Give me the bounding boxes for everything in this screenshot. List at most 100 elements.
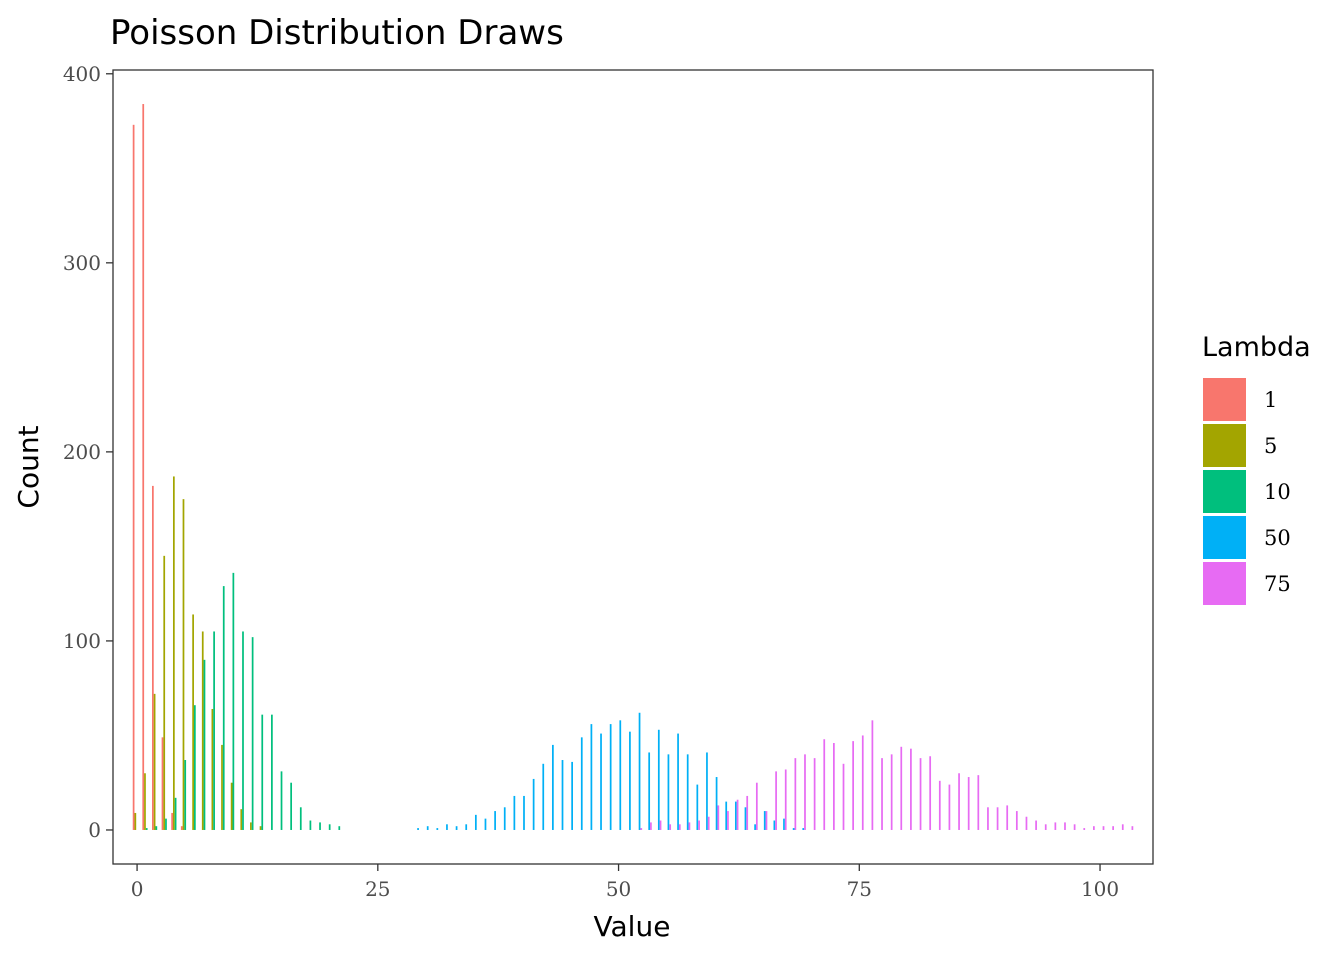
legend-key-10 (1203, 470, 1246, 513)
bar-lambda-1-value-0 (132, 124, 135, 830)
bar-lambda-50-value-33 (455, 826, 458, 830)
bar-lambda-75-value-103 (1131, 826, 1134, 830)
bar-lambda-50-value-56 (677, 733, 679, 830)
bar-lambda-10-value-20 (328, 824, 331, 830)
bar-lambda-1-value-1 (142, 104, 145, 830)
bars-layer (132, 104, 1134, 830)
bar-lambda-50-value-60 (715, 777, 718, 830)
bar-lambda-50-value-51 (629, 731, 631, 830)
bar-lambda-75-value-65 (765, 811, 768, 830)
bar-lambda-75-value-92 (1025, 816, 1028, 830)
bar-lambda-10-value-15 (280, 771, 283, 830)
bar-lambda-50-value-58 (696, 784, 699, 830)
bar-lambda-75-value-88 (987, 807, 989, 830)
bar-lambda-50-value-40 (523, 795, 525, 830)
bar-lambda-5-value-12 (250, 822, 252, 830)
bar-lambda-10-value-11 (242, 631, 244, 830)
bar-lambda-75-value-63 (746, 795, 749, 830)
legend-title: Lambda (1202, 332, 1311, 363)
bar-lambda-10-value-18 (309, 820, 312, 830)
bar-lambda-75-value-70 (813, 758, 816, 830)
bar-lambda-75-value-84 (948, 784, 951, 830)
bar-lambda-5-value-13 (259, 826, 262, 830)
bar-lambda-5-value-5 (182, 499, 185, 830)
bar-lambda-75-value-90 (1006, 805, 1009, 830)
bar-lambda-75-value-81 (919, 758, 922, 830)
bar-lambda-75-value-96 (1064, 822, 1066, 830)
bar-lambda-50-value-53 (648, 752, 651, 830)
bar-lambda-75-value-86 (967, 777, 970, 830)
bar-lambda-50-value-43 (552, 744, 554, 830)
bar-lambda-50-value-30 (426, 826, 429, 830)
bar-lambda-50-value-39 (513, 795, 516, 830)
bar-lambda-50-value-66 (773, 820, 776, 830)
bar-lambda-75-value-69 (804, 754, 806, 830)
bar-lambda-75-value-77 (881, 758, 883, 830)
bar-lambda-75-value-91 (1015, 811, 1018, 830)
bar-lambda-1-value-4 (171, 812, 173, 830)
bar-lambda-75-value-55 (669, 824, 672, 830)
bar-lambda-75-value-87 (977, 775, 980, 830)
bar-lambda-10-value-7 (203, 659, 206, 830)
bar-lambda-10-value-1 (145, 828, 148, 830)
legend-label-75: 75 (1264, 572, 1291, 596)
bar-lambda-50-value-57 (686, 754, 689, 830)
bar-lambda-50-value-46 (580, 737, 583, 830)
axes: 0 25 50 75 100 0 100 200 300 400 (63, 62, 1119, 901)
bar-lambda-75-value-85 (958, 773, 960, 830)
bar-lambda-5-value-2 (153, 693, 156, 830)
bar-lambda-5-value-3 (163, 555, 166, 830)
bar-lambda-50-value-38 (503, 807, 506, 830)
bar-lambda-75-value-94 (1044, 824, 1047, 830)
bar-lambda-50-value-65 (763, 811, 766, 830)
bar-lambda-50-value-29 (417, 828, 419, 830)
bar-lambda-50-value-61 (725, 801, 728, 830)
y-tick-label-0: 0 (88, 818, 101, 842)
bar-lambda-50-value-50 (619, 720, 622, 830)
bar-lambda-5-value-9 (221, 744, 223, 830)
bar-lambda-75-value-53 (650, 822, 652, 830)
bar-lambda-75-value-83 (938, 780, 941, 830)
legend-label-10: 10 (1264, 480, 1291, 504)
bar-lambda-50-value-32 (446, 824, 448, 830)
bar-lambda-75-value-78 (890, 754, 893, 830)
x-tick-label-100: 100 (1081, 877, 1119, 901)
legend-label-5: 5 (1264, 434, 1277, 458)
bar-lambda-5-value-11 (240, 809, 243, 830)
bar-lambda-50-value-36 (484, 818, 487, 830)
bar-lambda-10-value-4 (174, 797, 177, 830)
bar-lambda-75-value-100 (1102, 826, 1105, 830)
bar-lambda-75-value-74 (852, 741, 854, 830)
bar-lambda-5-value-0 (134, 812, 137, 830)
bar-lambda-50-value-45 (571, 761, 573, 830)
bar-lambda-75-value-82 (929, 756, 932, 830)
bar-lambda-75-value-56 (678, 824, 681, 830)
bar-lambda-75-value-79 (900, 746, 903, 830)
bar-lambda-50-value-55 (667, 754, 670, 830)
legend-key-50 (1203, 516, 1246, 559)
bar-lambda-50-value-49 (609, 724, 612, 830)
bar-lambda-10-value-10 (232, 572, 235, 830)
bar-lambda-75-value-93 (1035, 820, 1037, 830)
bar-lambda-75-value-73 (842, 763, 845, 830)
bar-lambda-50-value-68 (792, 828, 795, 830)
bar-lambda-75-value-80 (910, 748, 912, 830)
bar-lambda-50-value-37 (494, 811, 496, 830)
bar-lambda-5-value-8 (211, 708, 214, 830)
bar-lambda-75-value-76 (871, 720, 874, 830)
legend-key-1 (1203, 378, 1246, 421)
bar-lambda-75-value-52 (640, 828, 643, 830)
bar-lambda-75-value-67 (784, 769, 787, 830)
bar-lambda-5-value-7 (201, 631, 204, 830)
bar-lambda-75-value-68 (794, 758, 797, 830)
y-tick-label-300: 300 (63, 251, 101, 275)
x-tick-label-75: 75 (847, 877, 872, 901)
bar-lambda-75-value-102 (1121, 824, 1124, 830)
bar-lambda-10-value-19 (319, 822, 321, 830)
bar-lambda-50-value-31 (436, 828, 439, 830)
bar-lambda-75-value-97 (1073, 824, 1076, 830)
bar-lambda-50-value-34 (465, 824, 468, 830)
bar-lambda-10-value-6 (193, 705, 196, 830)
y-tick-label-400: 400 (63, 62, 101, 86)
bar-lambda-50-value-47 (590, 724, 593, 830)
